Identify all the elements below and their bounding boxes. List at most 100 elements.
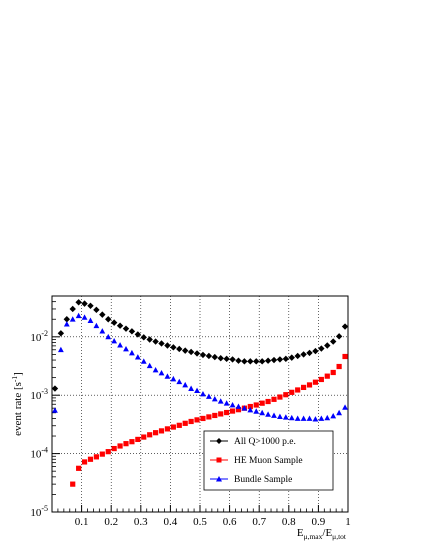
y-tick-label: 10-4 xyxy=(30,446,48,461)
data-point xyxy=(342,404,348,410)
y-axis-title-close: ] xyxy=(12,372,24,376)
data-point xyxy=(270,356,278,364)
data-point xyxy=(265,398,271,405)
data-point xyxy=(105,333,112,340)
data-point xyxy=(52,407,58,413)
data-point xyxy=(99,311,106,318)
x-tick-label: 0.8 xyxy=(282,516,296,528)
data-point xyxy=(182,420,188,426)
data-point xyxy=(217,398,224,404)
data-point xyxy=(93,306,100,314)
data-point xyxy=(229,356,236,363)
data-point xyxy=(276,356,284,363)
data-point xyxy=(182,381,189,388)
data-point xyxy=(194,417,200,423)
data-point xyxy=(134,331,142,338)
data-point xyxy=(277,413,283,420)
data-point xyxy=(205,393,212,399)
data-point xyxy=(283,392,289,398)
legend-label-he-muon: HE Muon Sample xyxy=(234,456,303,466)
data-point xyxy=(341,323,349,330)
x-axis-title-sep: /E xyxy=(322,527,332,539)
data-point xyxy=(224,409,230,416)
data-point xyxy=(176,422,182,428)
x-tick-label: 0.4 xyxy=(164,516,178,528)
data-point xyxy=(81,314,88,320)
series-all-q-1000-p-e xyxy=(51,299,349,392)
data-point xyxy=(122,325,130,332)
data-point xyxy=(342,353,348,360)
data-point xyxy=(312,379,319,385)
x-axis-title-sub1: μ,max xyxy=(304,532,323,541)
data-point xyxy=(147,432,153,438)
data-point xyxy=(217,355,224,362)
x-axis-title: Eμ,max/Eμ,tot xyxy=(297,527,347,541)
y-tick-label: 10-5 xyxy=(30,504,48,519)
data-point xyxy=(76,465,82,471)
data-point xyxy=(116,322,124,329)
data-point xyxy=(318,345,325,352)
data-point xyxy=(288,354,295,361)
x-tick-label: 0.7 xyxy=(252,516,266,528)
axis-ticks: 0.1 0.2 0.3 0.4 0.5 0.6 0.7 0.8 0.9 110-510-410-3… xyxy=(30,295,351,528)
data-point xyxy=(211,396,218,402)
data-point xyxy=(164,426,171,432)
data-point xyxy=(129,349,135,356)
legend-label-all: All Q>1000 p.e. xyxy=(234,437,296,447)
data-point xyxy=(294,352,301,360)
y-tick-label-base: 10 xyxy=(30,449,42,461)
data-point xyxy=(188,385,195,391)
y-tick-label-exp: -5 xyxy=(41,504,48,513)
data-point xyxy=(289,389,295,395)
data-point xyxy=(200,390,206,397)
x-axis-title-sub2: μ,tot xyxy=(332,532,347,541)
data-point xyxy=(69,305,76,313)
data-point xyxy=(117,342,123,348)
data-point xyxy=(277,394,283,400)
data-point xyxy=(176,378,183,385)
data-point xyxy=(253,358,260,365)
data-point xyxy=(330,338,337,345)
y-tick-label-exp: -3 xyxy=(41,387,48,396)
y-tick-label-base: 10 xyxy=(30,390,42,402)
data-point xyxy=(105,449,111,455)
data-point xyxy=(123,441,129,447)
y-axis-title-sup: -1 xyxy=(10,376,19,382)
data-point xyxy=(93,322,100,329)
data-point xyxy=(111,337,118,344)
data-point xyxy=(75,312,82,319)
data-point xyxy=(153,430,159,436)
data-point xyxy=(312,347,319,355)
data-point xyxy=(128,328,136,335)
data-point xyxy=(282,355,290,363)
data-point xyxy=(306,349,313,357)
data-point xyxy=(51,385,59,392)
data-point xyxy=(170,375,177,382)
data-point xyxy=(271,396,277,402)
data-point xyxy=(294,415,301,421)
data-point xyxy=(164,373,171,379)
x-tick-label: 0.9 xyxy=(312,516,326,528)
legend-marker-he-muon xyxy=(216,457,222,463)
data-point xyxy=(206,414,212,420)
data-point xyxy=(200,415,206,422)
y-tick-label-base: 10 xyxy=(30,507,42,519)
data-point xyxy=(110,319,118,326)
data-point xyxy=(123,345,129,352)
data-point xyxy=(87,317,94,323)
data-point xyxy=(176,345,183,353)
data-point xyxy=(193,350,201,357)
x-tick-label: 0.5 xyxy=(193,516,207,528)
data-point xyxy=(288,414,295,421)
data-point xyxy=(247,358,254,365)
y-tick-label: 10-2 xyxy=(30,329,48,344)
series-bundle-sample xyxy=(52,312,348,422)
data-point xyxy=(170,424,176,430)
y-tick-label: 10-3 xyxy=(30,387,48,402)
data-point xyxy=(164,342,171,349)
data-point xyxy=(223,355,230,363)
data-point xyxy=(199,351,207,359)
data-point xyxy=(188,418,194,425)
data-point xyxy=(235,407,242,413)
data-point xyxy=(300,351,307,358)
